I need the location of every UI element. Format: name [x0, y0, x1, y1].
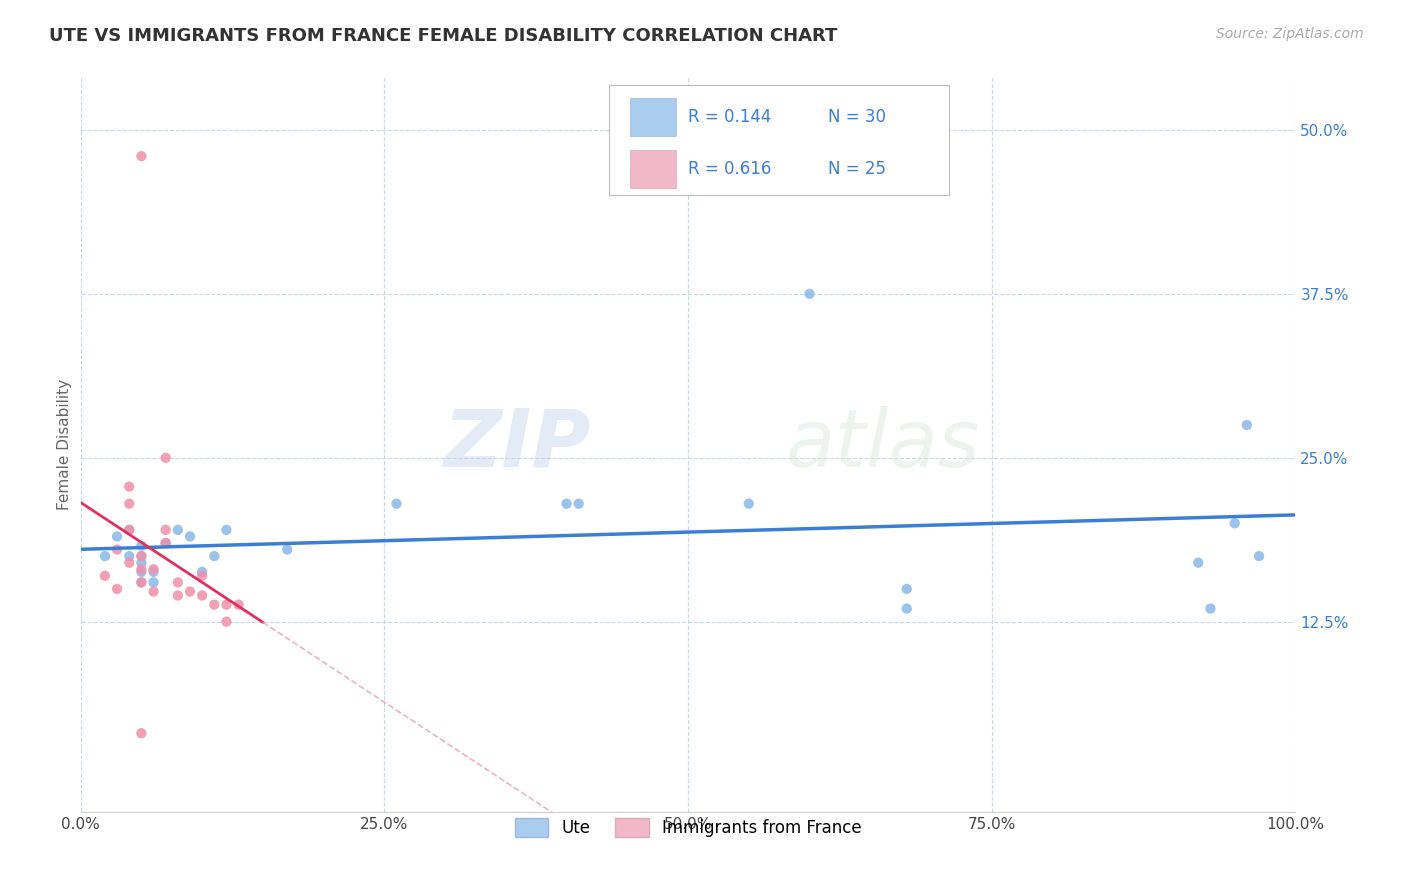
Point: [94, 569, 117, 583]
Point: [155, 536, 177, 550]
Point: [385, 497, 408, 511]
Point: [1187, 556, 1209, 570]
Legend: Ute, Immigrants from France: Ute, Immigrants from France: [508, 812, 868, 844]
Point: [799, 286, 821, 301]
Point: [142, 562, 165, 576]
Point: [131, 549, 153, 563]
Point: [131, 556, 153, 570]
Point: [155, 450, 177, 465]
Point: [166, 523, 188, 537]
Point: [1236, 417, 1258, 432]
Point: [105, 582, 128, 596]
Point: [155, 523, 177, 537]
Text: R = 0.144: R = 0.144: [688, 108, 772, 127]
Point: [105, 529, 128, 543]
Point: [202, 549, 225, 563]
Point: [142, 565, 165, 579]
Text: ZIP: ZIP: [443, 406, 591, 483]
Point: [166, 575, 188, 590]
Point: [131, 726, 153, 740]
Point: [276, 542, 298, 557]
Text: R = 0.616: R = 0.616: [688, 160, 772, 178]
Text: N = 25: N = 25: [828, 160, 886, 178]
Point: [166, 589, 188, 603]
Y-axis label: Female Disability: Female Disability: [58, 379, 72, 510]
Point: [738, 497, 761, 511]
Point: [118, 497, 141, 511]
Point: [555, 497, 578, 511]
Point: [1223, 516, 1246, 531]
Bar: [630, 98, 676, 136]
Point: [215, 615, 238, 629]
Point: [105, 542, 128, 557]
Text: atlas: atlas: [785, 406, 980, 483]
Point: [215, 523, 238, 537]
Point: [142, 575, 165, 590]
Point: [179, 529, 201, 543]
Point: [131, 575, 153, 590]
Point: [1247, 549, 1270, 563]
Point: [131, 575, 153, 590]
Point: [215, 598, 238, 612]
Point: [191, 569, 214, 583]
Point: [118, 549, 141, 563]
FancyBboxPatch shape: [609, 85, 949, 195]
Text: UTE VS IMMIGRANTS FROM FRANCE FEMALE DISABILITY CORRELATION CHART: UTE VS IMMIGRANTS FROM FRANCE FEMALE DIS…: [49, 27, 838, 45]
Point: [131, 539, 153, 553]
Point: [131, 149, 153, 163]
Point: [118, 523, 141, 537]
Point: [568, 497, 591, 511]
Point: [896, 582, 918, 596]
Point: [155, 536, 177, 550]
Text: N = 30: N = 30: [828, 108, 886, 127]
Point: [179, 584, 201, 599]
Point: [191, 565, 214, 579]
Point: [94, 549, 117, 563]
Point: [131, 565, 153, 579]
Point: [896, 601, 918, 615]
Text: Source: ZipAtlas.com: Source: ZipAtlas.com: [1216, 27, 1364, 41]
Point: [131, 549, 153, 563]
Point: [1199, 601, 1222, 615]
Point: [142, 584, 165, 599]
Point: [191, 589, 214, 603]
Point: [202, 598, 225, 612]
Point: [118, 556, 141, 570]
Point: [118, 523, 141, 537]
Point: [131, 562, 153, 576]
Point: [228, 598, 250, 612]
Point: [118, 480, 141, 494]
Bar: [630, 150, 676, 187]
